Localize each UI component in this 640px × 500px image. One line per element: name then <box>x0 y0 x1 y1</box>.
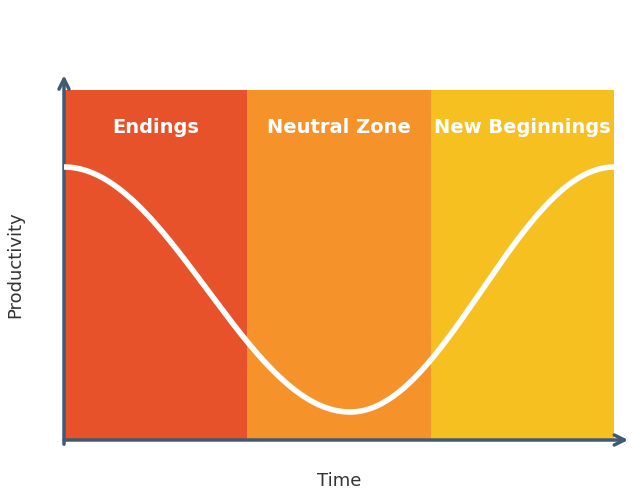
Bar <box>64 90 247 440</box>
Text: Productivity: Productivity <box>6 212 24 318</box>
Text: Time: Time <box>317 472 362 490</box>
Bar <box>431 90 614 440</box>
Text: Endings: Endings <box>112 118 199 137</box>
Text: Bridges Transition Model: Productivity: Bridges Transition Model: Productivity <box>16 18 640 46</box>
Bar <box>247 90 431 440</box>
Text: New Beginnings: New Beginnings <box>435 118 611 137</box>
Text: Neutral Zone: Neutral Zone <box>268 118 411 137</box>
